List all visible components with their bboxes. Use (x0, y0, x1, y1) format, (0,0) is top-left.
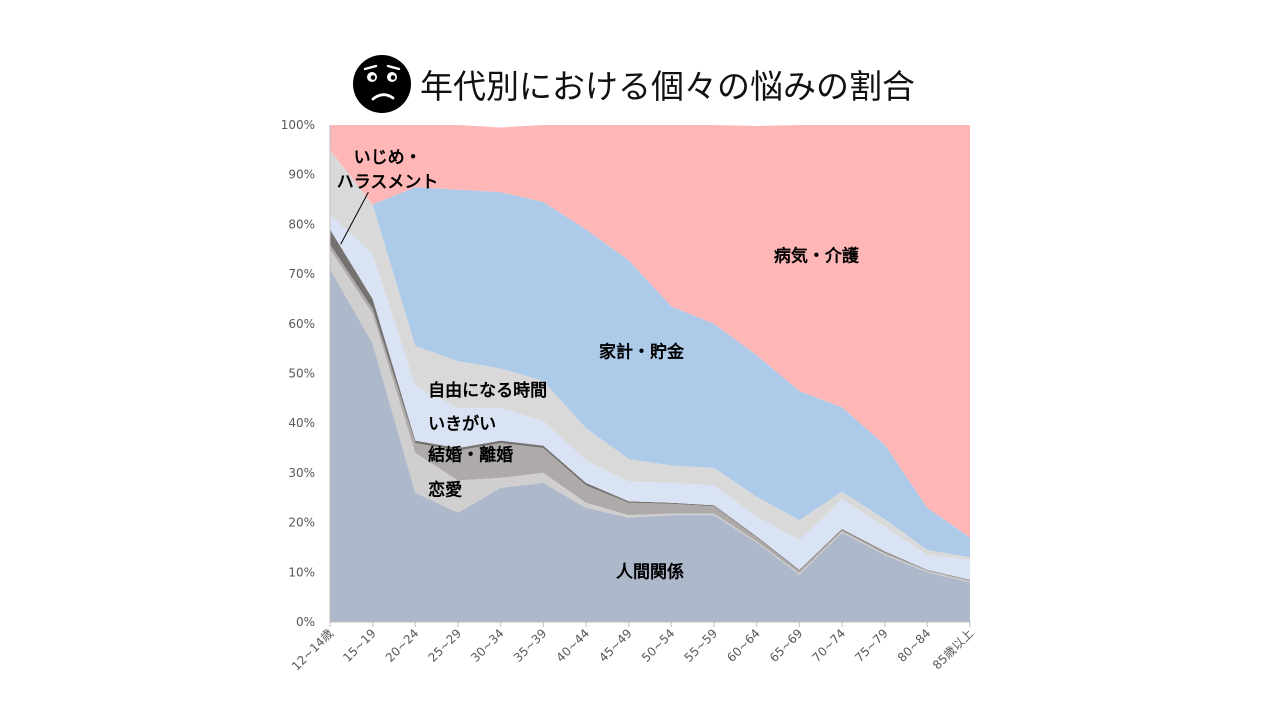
y-tick-label: 10% (288, 565, 315, 579)
y-tick-label: 40% (288, 416, 315, 430)
x-tick-label: 25~29 (426, 626, 465, 665)
x-tick-label: 65~69 (767, 626, 806, 665)
area-illness_care (330, 125, 970, 538)
y-tick-label: 60% (288, 317, 315, 331)
y-tick-label: 90% (288, 168, 315, 182)
area-human_relations (330, 269, 970, 622)
x-tick-label: 20~24 (383, 626, 422, 665)
x-tick-label: 55~59 (682, 626, 721, 665)
area-label-free_time: 自由になる時間 (428, 380, 547, 401)
x-tick-label: 30~34 (468, 626, 507, 665)
x-tick-label: 50~54 (639, 626, 678, 665)
x-tick-label: 80~84 (895, 626, 934, 665)
y-tick-label: 100% (281, 118, 315, 132)
area-label-household_savings: 家計・貯金 (599, 342, 685, 363)
y-tick-label: 50% (288, 367, 315, 381)
area-label-human_relations: 人間関係 (616, 561, 684, 582)
x-tick-label: 75~79 (852, 626, 891, 665)
x-tick-label: 60~64 (724, 626, 763, 665)
x-tick-layer: 12~14歳 15~19 20~24 25~29 30~34 35~39 40~44 45~4… (289, 622, 976, 673)
y-tick-label: 30% (288, 466, 315, 480)
area-love (330, 249, 970, 583)
area-free_time (330, 149, 970, 560)
y-tick-label: 70% (288, 267, 315, 281)
y-tick-layer: 0% 10% 20% 30% 40% 50% 60% 70% 80% 90% 100% (281, 118, 315, 629)
y-tick-label: 0% (296, 615, 315, 629)
chart-title-text: 年代別における個々の悩みの割合 (420, 67, 915, 106)
worried-face-icon (353, 55, 411, 113)
area-household_savings (330, 149, 970, 558)
x-tick-label: 15~19 (340, 626, 379, 665)
harassment-leader-line (340, 191, 369, 245)
area-life_purpose (330, 214, 970, 580)
y-tick-label: 80% (288, 217, 315, 231)
area-label-marriage_divorce: 結婚・離婚 (428, 444, 513, 465)
area-marriage_divorce (330, 244, 970, 582)
x-tick-label: 85歳以上 (930, 626, 976, 672)
x-tick-label: 45~49 (596, 626, 635, 665)
area-label-love: 恋愛 (428, 479, 462, 500)
area-label-illness_care: 病気・介護 (774, 246, 860, 267)
x-tick-label: 70~74 (810, 626, 849, 665)
area-layer (330, 125, 970, 622)
axes-layer (329, 125, 970, 623)
area-label-harassment: いじめ・ハラスメント (337, 148, 439, 193)
x-tick-label: 12~14歳 (289, 626, 336, 673)
area-label-life_purpose: いきがい (428, 414, 496, 435)
y-tick-label: 20% (288, 516, 315, 530)
chart-title: 年代別における個々の悩みの割合 (352, 54, 915, 114)
x-tick-label: 35~39 (511, 626, 550, 665)
x-tick-label: 40~44 (554, 626, 593, 665)
